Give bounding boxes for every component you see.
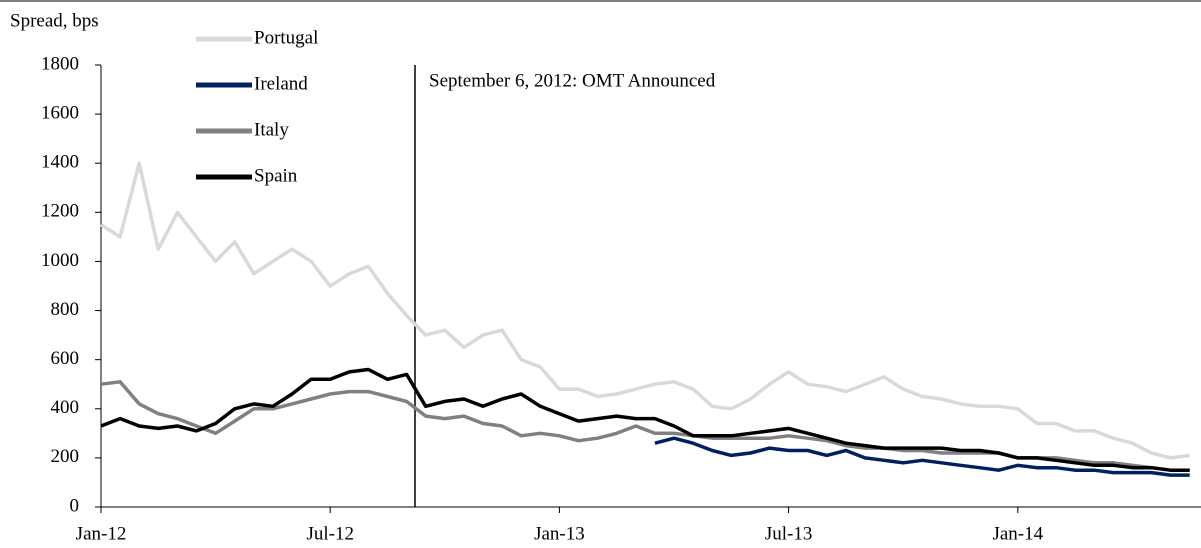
- x-tick-label: Jul-12: [306, 523, 354, 544]
- y-tick-label: 200: [51, 446, 80, 467]
- y-tick-label: 1800: [41, 53, 79, 74]
- x-tick-label: Jan-13: [534, 523, 585, 544]
- series-line: [654, 436, 1190, 477]
- series-line: [100, 161, 1190, 460]
- series-line: [100, 367, 1190, 472]
- legend-label: Italy: [254, 119, 289, 140]
- y-tick-label: 1600: [41, 102, 79, 123]
- legend-label: Portugal: [254, 27, 318, 48]
- y-tick-label: 1400: [41, 152, 79, 173]
- x-tick-label: Jul-13: [765, 523, 813, 544]
- annotation: September 6, 2012: OMT Announced: [429, 70, 716, 91]
- legend-label: Ireland: [254, 73, 308, 94]
- x-tick-label: Jan-12: [76, 523, 127, 544]
- legend-label: Spain: [254, 165, 298, 186]
- y-axis-label: Spread, bps: [10, 10, 99, 31]
- y-tick-label: 400: [51, 397, 80, 418]
- y-tick-label: 0: [70, 495, 80, 516]
- y-tick-label: 800: [51, 299, 80, 320]
- y-tick-label: 600: [51, 348, 80, 369]
- y-tick-label: 1200: [41, 201, 79, 222]
- x-tick-label: Jan-14: [992, 523, 1043, 544]
- y-tick-label: 1000: [41, 250, 79, 271]
